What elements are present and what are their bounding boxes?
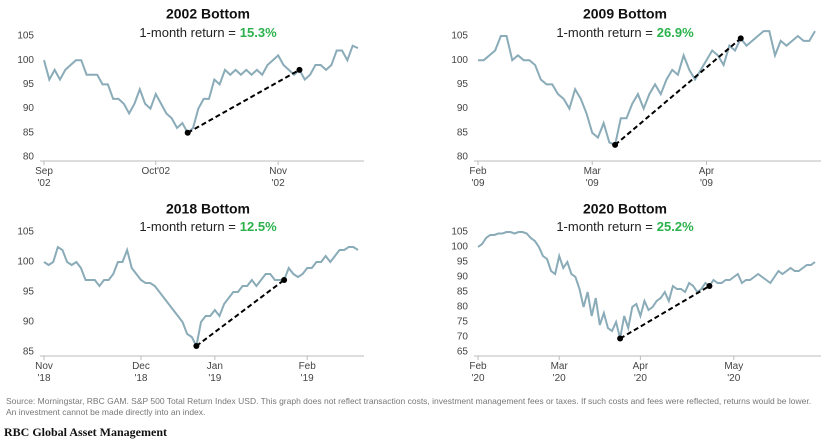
x-tick-label: Jan '19 (207, 361, 223, 384)
return-point (193, 343, 200, 349)
subtitle: 1-month return = 25.2% (556, 219, 694, 234)
subtitle-text: 1-month return = (139, 219, 235, 234)
y-tick-label: 95 (23, 79, 35, 90)
return-point (296, 66, 303, 73)
subtitle: 1-month return = 12.5% (139, 219, 277, 234)
subtitle-text: 1-month return = (556, 25, 652, 40)
subtitle-text: 1-month return = (139, 25, 235, 40)
y-tick-label: 105 (451, 31, 468, 42)
return-point (612, 141, 619, 148)
subtitle-text: 1-month return = (556, 219, 652, 234)
x-tick-label: Feb '09 (469, 166, 487, 189)
return-line (195, 279, 285, 347)
y-tick-label: 100 (17, 55, 34, 66)
x-tick-label: Feb '19 (299, 361, 317, 384)
series-line (43, 245, 359, 350)
source-note: Source: Morningstar, RBC GAM. S&P 500 To… (6, 396, 812, 417)
series-line (477, 231, 816, 339)
y-tick-label: 100 (451, 242, 468, 253)
x-tick-label: Nov '02 (269, 166, 287, 189)
x-tick-label: Sep '02 (35, 166, 53, 189)
y-tick-label: 70 (457, 332, 469, 343)
return-value: 26.9% (657, 25, 694, 40)
y-tick-label: 105 (451, 227, 468, 238)
return-line (614, 37, 742, 146)
series-line (478, 30, 816, 147)
return-point (617, 335, 624, 342)
return-value: 15.3% (240, 25, 277, 40)
y-tick-label: 85 (457, 287, 469, 298)
x-tick-label: Nov '18 (35, 361, 53, 384)
y-tick-label: 90 (23, 317, 35, 328)
y-tick-label: 105 (17, 227, 34, 238)
chart-title: 2002 Bottom (166, 6, 250, 22)
subtitle: 1-month return = 26.9% (556, 25, 694, 40)
return-line (187, 69, 300, 134)
return-point (706, 283, 713, 289)
return-line (619, 285, 710, 340)
x-tick-label: Dec '18 (132, 361, 150, 384)
y-tick-label: 80 (23, 152, 35, 163)
y-tick-label: 80 (457, 302, 469, 313)
x-tick-label: Mar '20 (551, 361, 569, 384)
chart-title: 2020 Bottom (583, 201, 667, 217)
y-tick-label: 100 (451, 55, 468, 66)
return-value: 25.2% (657, 219, 694, 234)
x-tick-label: May '20 (724, 361, 743, 384)
return-value: 12.5% (240, 219, 277, 234)
subtitle: 1-month return = 15.3% (139, 25, 277, 40)
y-tick-label: 75 (457, 317, 469, 328)
x-tick-label: Apr '20 (633, 361, 649, 384)
charts: 2002 Bottom 1-month return = 15.3% 80 85 90 95… (17, 6, 821, 384)
y-tick-label: 95 (23, 287, 35, 298)
return-point (281, 277, 288, 283)
y-tick-label: 85 (457, 127, 469, 138)
y-tick-label: 95 (457, 257, 469, 268)
y-tick-label: 100 (17, 257, 34, 268)
x-tick-label: Apr '09 (699, 166, 715, 189)
series-line (43, 44, 359, 135)
chart-title: 2009 Bottom (583, 6, 667, 22)
y-tick-label: 105 (17, 31, 34, 42)
y-tick-label: 95 (457, 79, 469, 90)
y-tick-label: 90 (23, 103, 35, 114)
y-tick-label: 80 (457, 152, 469, 163)
y-tick-label: 90 (457, 103, 469, 114)
y-tick-label: 65 (457, 347, 469, 358)
return-point (737, 35, 744, 42)
return-point (184, 129, 191, 136)
x-tick-label: Mar '09 (584, 166, 602, 189)
brand: RBC Global Asset Management (4, 425, 167, 439)
y-tick-label: 90 (457, 272, 469, 283)
chart-title: 2018 Bottom (166, 201, 250, 217)
x-tick-label: Feb '20 (469, 361, 487, 384)
y-tick-label: 85 (23, 127, 35, 138)
x-tick-label: Oct'02 (141, 166, 170, 177)
y-tick-label: 85 (23, 347, 35, 358)
